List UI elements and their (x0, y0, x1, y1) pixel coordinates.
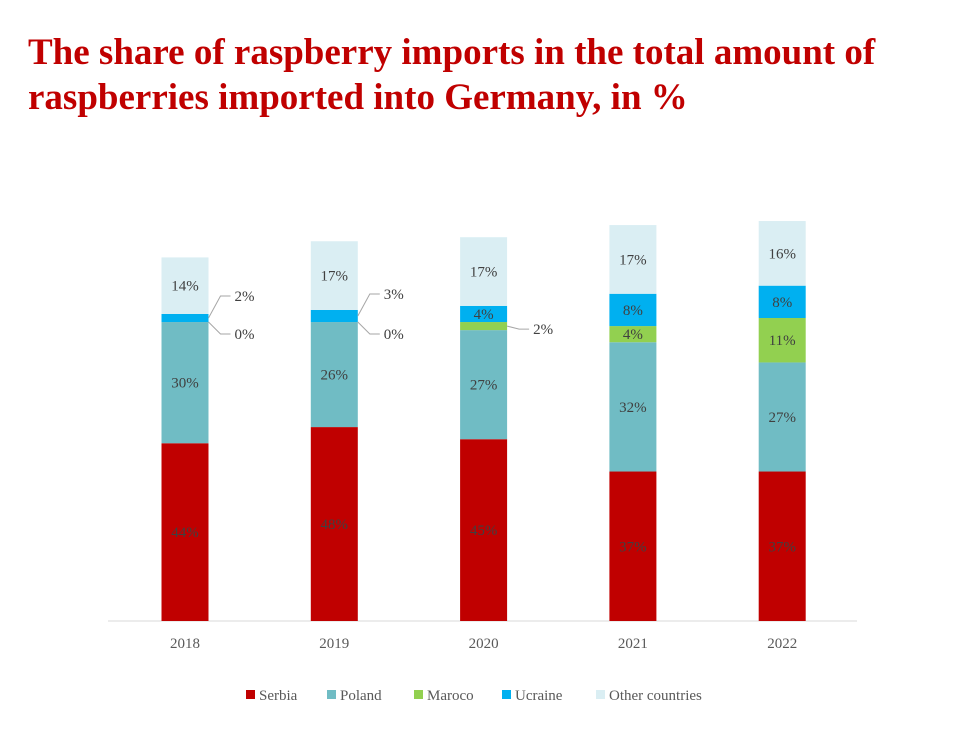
callout-line (357, 321, 380, 335)
legend-label: Ucraine (515, 688, 563, 704)
data-label: 37% (619, 539, 647, 555)
legend-swatch (327, 690, 336, 699)
bar-maroco-2021 (609, 326, 657, 343)
data-label: 4% (474, 307, 494, 323)
x-tick-label: 2020 (469, 636, 499, 652)
data-label: 16% (768, 246, 796, 262)
data-label: 27% (768, 410, 796, 426)
legend-swatch (596, 690, 605, 699)
bar-other-countries-2021 (609, 225, 657, 294)
bar-poland-2018 (161, 322, 209, 444)
data-label: 0% (235, 327, 255, 343)
data-label: 14% (171, 279, 199, 295)
bar-maroco-2020 (460, 322, 508, 331)
data-label: 2% (235, 289, 255, 305)
data-label: 8% (772, 295, 792, 311)
bar-ucraine-2020 (460, 305, 508, 323)
bar-serbia-2020 (460, 439, 508, 621)
data-label: 44% (171, 525, 199, 541)
data-label: 8% (623, 303, 643, 319)
data-label: 30% (171, 376, 199, 392)
data-label: 26% (321, 368, 349, 384)
bar-other-countries-2020 (460, 237, 508, 306)
data-label: 2% (533, 322, 553, 338)
data-label: 37% (768, 539, 796, 555)
data-label: 11% (769, 333, 796, 349)
bar-serbia-2022 (758, 471, 806, 621)
legend-swatch (414, 690, 423, 699)
bar-serbia-2019 (310, 427, 358, 621)
bar-other-countries-2018 (161, 257, 209, 314)
bar-poland-2019 (310, 322, 358, 428)
x-tick-label: 2022 (767, 636, 797, 652)
x-tick-label: 2019 (319, 636, 349, 652)
legend-swatch (246, 690, 255, 699)
legend-label: Other countries (609, 688, 702, 704)
bar-other-countries-2019 (310, 241, 358, 310)
data-label: 48% (321, 517, 349, 533)
bar-ucraine-2022 (758, 285, 806, 318)
data-label: 0% (384, 327, 404, 343)
bar-serbia-2018 (161, 443, 209, 621)
data-label: 17% (321, 269, 349, 285)
data-label: 4% (623, 327, 643, 343)
bar-ucraine-2019 (310, 309, 358, 323)
x-tick-label: 2021 (618, 636, 648, 652)
callout-line (506, 325, 530, 330)
data-label: 17% (619, 252, 647, 268)
data-label: 27% (470, 378, 498, 394)
legend-label: Serbia (259, 688, 298, 704)
bar-serbia-2021 (609, 471, 657, 621)
callout-line (208, 321, 231, 335)
legend-swatch (502, 690, 511, 699)
data-label: 45% (470, 523, 498, 539)
bar-ucraine-2021 (609, 293, 657, 327)
legend-label: Poland (340, 688, 382, 704)
legend-label: Maroco (427, 688, 474, 704)
callout-line (357, 293, 380, 317)
data-label: 32% (619, 400, 647, 416)
data-label: 17% (470, 265, 498, 281)
bar-maroco-2022 (758, 318, 806, 363)
callout-line (208, 295, 231, 319)
chart-title: The share of raspberry imports in the to… (28, 32, 876, 118)
bar-other-countries-2022 (758, 221, 806, 286)
bar-poland-2022 (758, 362, 806, 472)
data-label: 3% (384, 287, 404, 303)
bar-poland-2020 (460, 330, 508, 440)
x-tick-label: 2018 (170, 636, 200, 652)
bar-poland-2021 (609, 342, 657, 472)
bar-ucraine-2018 (161, 313, 209, 323)
